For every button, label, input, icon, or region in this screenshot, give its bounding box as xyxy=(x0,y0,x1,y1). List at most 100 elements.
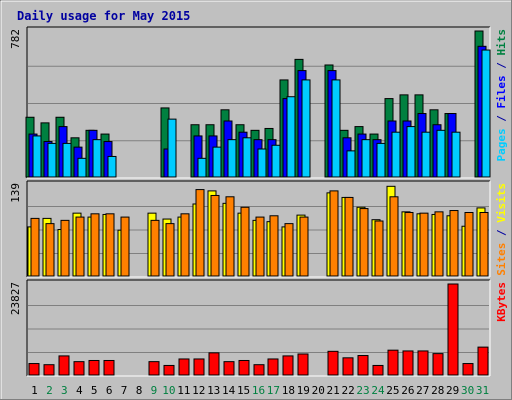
bar-pages-day-19 xyxy=(301,79,311,178)
day-label-21: 21 xyxy=(327,384,340,397)
bar-sites-day-1 xyxy=(30,217,40,277)
bar-sites-day-22 xyxy=(344,196,354,277)
bar-pages-day-21 xyxy=(331,79,341,178)
axis-label-part: KBytes xyxy=(495,282,508,322)
bar-sites-day-28 xyxy=(434,211,444,277)
bar-kbytes-day-1 xyxy=(28,363,40,376)
day-label-4: 4 xyxy=(76,384,83,397)
bar-kbytes-day-18 xyxy=(282,355,294,376)
series-pages xyxy=(32,49,491,178)
axis-label-part: / xyxy=(495,109,508,129)
day-label-15: 15 xyxy=(237,384,250,397)
bar-pages-day-31 xyxy=(481,49,491,178)
x-axis-day-labels: 1 2 3 4 5 6 7 8 9 10 11 12 13 14 15 16 17 18 19 20 21 22 23 24 2… xyxy=(31,384,489,397)
bar-pages-day-17 xyxy=(271,144,281,178)
day-label-23: 23 xyxy=(356,384,369,397)
axis-label-part: / xyxy=(495,223,508,243)
axis-label-part: / xyxy=(495,56,508,76)
bar-sites-day-25 xyxy=(389,196,399,277)
bar-sites-day-7 xyxy=(120,216,130,277)
day-label-29: 29 xyxy=(446,384,459,397)
bar-pages-day-1 xyxy=(32,135,42,178)
day-label-26: 26 xyxy=(401,384,414,397)
day-label-16: 16 xyxy=(252,384,265,397)
bar-pages-day-10 xyxy=(167,118,177,178)
bar-pages-day-12 xyxy=(197,157,207,178)
series-sites xyxy=(30,189,489,277)
panel-axis-label: Sites / Visits xyxy=(495,183,508,276)
day-label-6: 6 xyxy=(106,384,113,397)
bar-kbytes-day-19 xyxy=(297,353,309,376)
bar-sites-day-6 xyxy=(105,213,115,277)
bar-kbytes-day-27 xyxy=(417,350,429,376)
bar-sites-day-2 xyxy=(45,223,55,277)
panel-visits_sites: 139 Sites / Visits xyxy=(9,180,508,278)
bar-pages-day-18 xyxy=(286,96,296,178)
bar-kbytes-day-30 xyxy=(462,363,474,376)
bar-pages-day-26 xyxy=(406,126,416,178)
day-label-10: 10 xyxy=(162,384,175,397)
bar-sites-day-4 xyxy=(75,216,85,277)
bar-kbytes-day-3 xyxy=(58,355,70,376)
axis-label-part: Files xyxy=(495,75,508,108)
bar-sites-day-23 xyxy=(359,208,369,277)
bar-sites-day-12 xyxy=(195,189,205,277)
bar-kbytes-day-14 xyxy=(223,361,235,376)
panel-hits_files_pages: 782 Pages / Files / Hits xyxy=(9,26,508,179)
day-label-18: 18 xyxy=(282,384,295,397)
day-label-31: 31 xyxy=(476,384,489,397)
bar-kbytes-day-17 xyxy=(267,358,279,376)
bar-sites-day-18 xyxy=(284,223,294,277)
day-label-3: 3 xyxy=(61,384,68,397)
bar-kbytes-day-2 xyxy=(43,364,55,376)
bar-kbytes-day-4 xyxy=(73,361,85,376)
series-kbytes xyxy=(28,283,489,376)
panel-kbytes: 23827 KBytes xyxy=(9,279,508,377)
bar-kbytes-day-15 xyxy=(238,359,250,376)
bar-kbytes-day-24 xyxy=(372,364,384,376)
y-max-label: 23827 xyxy=(9,282,22,315)
day-label-9: 9 xyxy=(151,384,158,397)
day-label-25: 25 xyxy=(386,384,399,397)
axis-label-part: Sites xyxy=(495,243,508,276)
bar-pages-day-24 xyxy=(376,142,386,178)
bar-pages-day-14 xyxy=(227,139,237,178)
day-label-7: 7 xyxy=(121,384,128,397)
bar-pages-day-15 xyxy=(242,137,252,178)
bar-sites-day-24 xyxy=(374,220,384,277)
bar-kbytes-day-22 xyxy=(342,357,354,376)
bar-pages-day-2 xyxy=(47,142,57,178)
chart-title: Daily usage for May 2015 xyxy=(17,9,190,23)
panel-axis-label: KBytes xyxy=(495,282,508,322)
bar-pages-day-29 xyxy=(451,131,461,178)
bar-kbytes-day-28 xyxy=(432,353,444,376)
bar-pages-day-22 xyxy=(346,150,356,178)
bar-sites-day-9 xyxy=(150,219,160,277)
bar-sites-day-13 xyxy=(210,194,220,277)
bar-sites-day-27 xyxy=(419,212,429,277)
day-label-20: 20 xyxy=(312,384,325,397)
bar-sites-day-5 xyxy=(90,213,100,277)
day-label-19: 19 xyxy=(297,384,310,397)
axis-label-part: Pages xyxy=(495,128,508,161)
bar-kbytes-day-10 xyxy=(163,364,175,376)
y-max-label: 782 xyxy=(9,29,22,49)
bar-kbytes-day-26 xyxy=(402,350,414,376)
bar-pages-day-5 xyxy=(92,139,102,178)
bar-kbytes-day-25 xyxy=(387,349,399,376)
bar-pages-day-25 xyxy=(391,131,401,178)
bar-sites-day-26 xyxy=(404,211,414,277)
bar-sites-day-29 xyxy=(449,210,459,277)
bar-sites-day-3 xyxy=(60,219,70,277)
day-label-22: 22 xyxy=(341,384,354,397)
day-label-13: 13 xyxy=(207,384,220,397)
bar-kbytes-day-13 xyxy=(208,352,220,376)
day-label-28: 28 xyxy=(431,384,444,397)
chart-panels: 782 Pages / Files / Hits 139 Sites / Visits… xyxy=(9,26,508,377)
bar-sites-day-21 xyxy=(329,190,339,277)
y-max-label: 139 xyxy=(9,183,22,203)
bar-pages-day-16 xyxy=(257,148,267,178)
bar-kbytes-day-9 xyxy=(148,361,160,376)
panel-axis-label: Pages / Files / Hits xyxy=(495,29,508,162)
